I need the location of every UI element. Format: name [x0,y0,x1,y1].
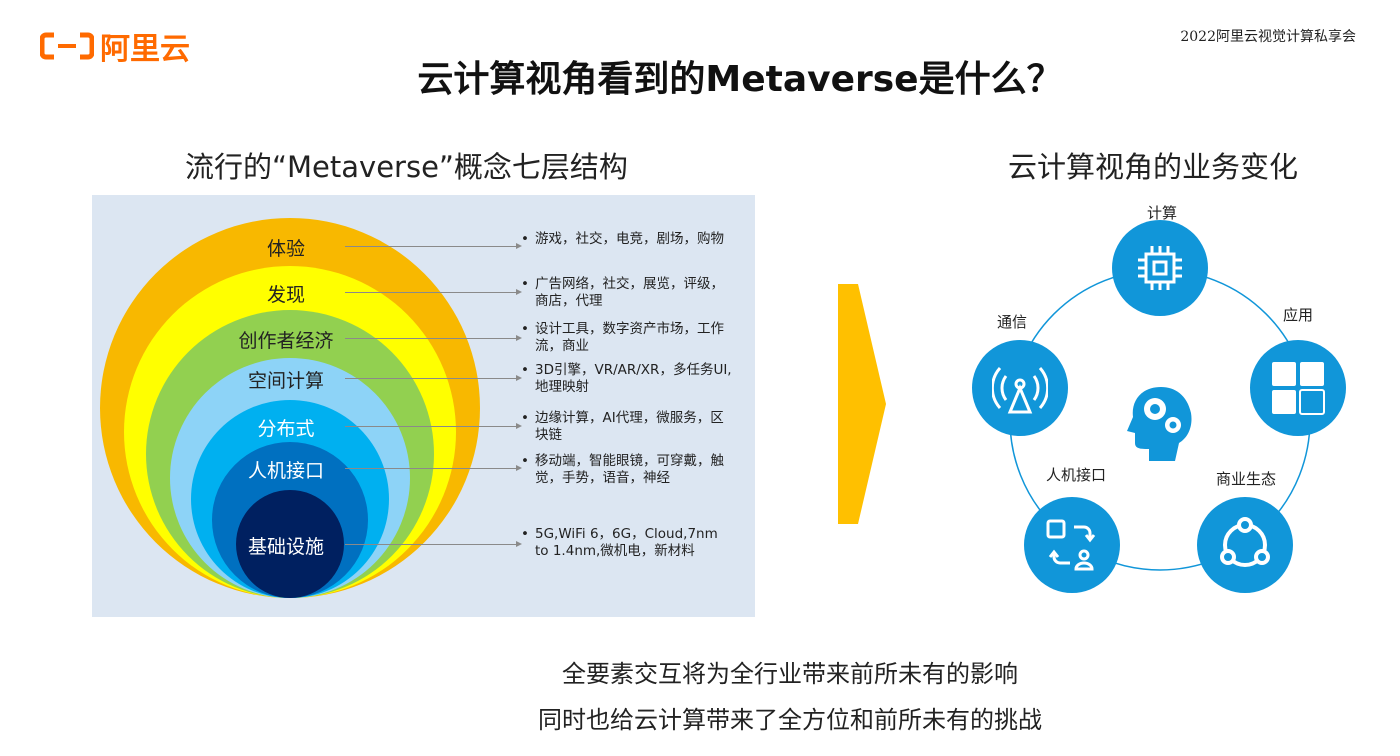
aliyun-logo-icon [40,32,94,60]
layer-items: 广告网络，社交，展览，评级，商店，代理 [521,276,735,310]
layer-label: 体验 [266,238,306,260]
chip-icon [1138,246,1182,290]
brain-gears-icon [1127,387,1192,461]
layer-items: 3D引擎，VR/AR/XR，多任务UI,地理映射 [521,362,735,396]
logo-text: 阿里云 [100,32,190,67]
node-label: 商业生态 [1215,470,1277,488]
node-apps-grid [1250,340,1346,436]
layer-label: 创作者经济 [238,330,334,352]
ecosystem-icon [1220,517,1270,567]
connector-arrow [345,243,522,249]
interaction-icon [1046,519,1096,571]
connector-arrow [345,375,522,381]
antenna-icon [992,367,1048,414]
layer-items: 边缘计算，AI代理，微服务，区块链 [521,410,735,444]
layer-label: 基础设施 [247,536,325,558]
layer-items: 5G,WiFi 6，6G，Cloud,7nm to 1.4nm,微机电，新材料 [521,526,735,560]
right-subtitle: 云计算视角的业务变化 [1008,150,1299,184]
layer-label: 分布式 [257,418,315,440]
node-antenna [972,340,1068,436]
layer-label: 人机接口 [247,460,325,482]
connector-arrow [345,465,522,471]
layer-items: 移动端，智能眼镜，可穿戴，触觉，手势，语音，神经 [521,453,735,487]
layer-label: 发现 [266,284,306,306]
node-label: 应用 [1282,306,1314,324]
layer-circle [236,490,344,598]
node-label: 人机接口 [1045,466,1107,484]
right-arrow-icon [838,284,886,524]
layer-items: 设计工具，数字资产市场，工作流，商业 [521,321,735,355]
node-ecosystem [1197,497,1293,593]
event-name: 2022阿里云视觉计算私享会 [1180,29,1356,45]
connector-arrow [345,541,522,547]
apps-grid-icon [1272,362,1325,415]
node-interaction [1024,497,1120,593]
connector-arrow [345,289,522,295]
page-title: 云计算视角看到的Metaverse是什么？ [417,59,1063,100]
node-label: 通信 [996,313,1028,331]
aliyun-logo: 阿里云 [40,24,190,68]
footer-line-1: 全要素交互将为全行业带来前所未有的影响 [562,660,1018,688]
node-label: 计算 [1146,204,1178,222]
connector-arrow [345,335,522,341]
footer-line-2: 同时也给云计算带来了全方位和前所未有的挑战 [538,706,1042,734]
layer-items: 游戏，社交，电竞，剧场，购物 [521,231,735,248]
left-subtitle: 流行的“Metaverse”概念七层结构 [185,150,628,184]
node-chip [1112,220,1208,316]
connector-arrow [345,423,522,429]
layer-label: 空间计算 [247,370,325,392]
